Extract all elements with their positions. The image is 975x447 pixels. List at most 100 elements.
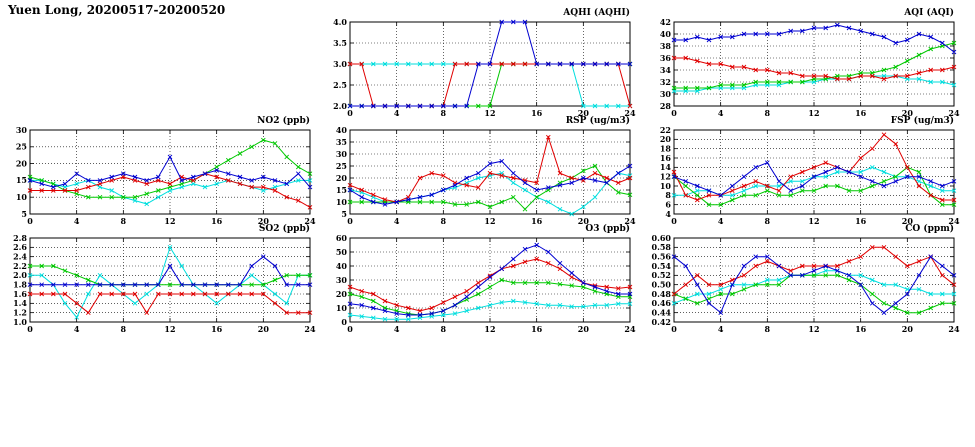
svg-text:40: 40 [660,29,672,39]
svg-text:18: 18 [660,143,672,153]
svg-text:15: 15 [336,185,347,195]
chart-plot-co: 0.420.440.460.480.500.520.540.560.580.60… [652,233,960,334]
svg-text:4.0: 4.0 [333,17,347,27]
svg-text:0.58: 0.58 [652,242,672,252]
svg-text:0.42: 0.42 [652,317,671,327]
svg-text:38: 38 [660,41,672,51]
chart-plot-so2: 1.01.21.41.61.82.02.22.42.62.8 0 4 8 12 16 20 2… [13,233,316,334]
svg-text:8: 8 [665,190,671,200]
svg-text:12: 12 [808,324,819,334]
svg-text:16: 16 [531,216,543,226]
svg-text:20: 20 [258,324,270,334]
chart-plot-rsp: 5 10 15 20 25 30 35 40 0 4 8 12 16 20 24 [336,125,636,226]
svg-text:20: 20 [578,324,590,334]
svg-text:1.6: 1.6 [13,289,27,299]
svg-text:16: 16 [211,324,223,334]
svg-text:0: 0 [347,108,353,118]
chart-title-aqi: AQI (AQI) [904,8,954,18]
svg-text:0: 0 [671,108,677,118]
svg-text:4: 4 [394,108,400,118]
svg-text:2.0: 2.0 [333,101,347,111]
svg-text:0.50: 0.50 [652,279,672,289]
chart-plot-o3: 0 10 20 30 40 50 60 0 4 8 12 16 20 24 [336,233,636,334]
svg-text:2.0: 2.0 [13,270,27,280]
svg-text:24: 24 [948,108,960,118]
svg-text:10: 10 [336,197,348,207]
svg-text:8: 8 [765,216,771,226]
svg-text:30: 30 [336,149,348,159]
svg-text:12: 12 [484,108,495,118]
svg-text:3.5: 3.5 [333,38,347,48]
svg-text:0.52: 0.52 [652,270,671,280]
chart-aqhi: AQHI (AQHI) 2.0 2.5 3.0 3.5 4.0 0 4 8 12 16 20 24 [322,6,636,118]
svg-text:35: 35 [336,137,347,147]
svg-text:10: 10 [16,192,28,202]
svg-text:4: 4 [718,108,724,118]
chart-plot-no2: 5 10 15 20 25 30 0 4 8 12 16 20 24 [16,125,316,226]
svg-text:20: 20 [578,216,590,226]
svg-text:20: 20 [16,158,28,168]
svg-text:28: 28 [660,101,672,111]
svg-text:24: 24 [624,108,636,118]
svg-text:8: 8 [121,324,127,334]
svg-text:4: 4 [74,216,80,226]
svg-text:10: 10 [336,303,348,313]
svg-text:6: 6 [665,199,671,209]
svg-text:4: 4 [718,324,724,334]
svg-text:50: 50 [336,247,348,257]
svg-text:0.44: 0.44 [652,307,672,317]
chart-title-so2: SO2 (ppb) [258,224,310,234]
svg-text:16: 16 [855,108,867,118]
svg-text:20: 20 [660,134,672,144]
chart-title-co: CO (ppm) [905,224,954,234]
svg-text:8: 8 [441,216,447,226]
chart-aqi: AQI (AQI) 28 30 32 34 36 38 40 42 0 4 8 12 16 20 24 [646,6,960,118]
svg-text:0: 0 [671,216,677,226]
svg-text:34: 34 [660,65,672,75]
svg-text:8: 8 [441,108,447,118]
svg-text:0.60: 0.60 [652,233,672,243]
svg-text:42: 42 [660,17,671,27]
svg-text:12: 12 [808,216,819,226]
chart-title-o3: O3 (ppb) [585,224,630,234]
svg-text:4: 4 [394,216,400,226]
svg-text:40: 40 [336,261,348,271]
svg-text:16: 16 [531,108,543,118]
svg-text:15: 15 [16,175,27,185]
chart-plot-aqi: 28 30 32 34 36 38 40 42 0 4 8 12 16 20 24 [660,17,960,118]
svg-text:0: 0 [27,216,33,226]
svg-text:25: 25 [16,142,27,152]
svg-text:30: 30 [16,125,28,135]
svg-text:1.8: 1.8 [13,279,27,289]
svg-text:12: 12 [484,216,495,226]
svg-text:14: 14 [660,162,672,172]
svg-text:5: 5 [21,209,27,219]
svg-text:0: 0 [347,216,353,226]
svg-text:22: 22 [660,125,671,135]
chart-title-rsp: RSP (ug/m3) [565,116,630,126]
svg-text:12: 12 [164,216,175,226]
svg-text:0: 0 [341,317,347,327]
chart-so2: SO2 (ppb) 1.0 1.2 1.4 1.6 1.8 2.0 2.2 2.4 2.6 2.8… [2,222,316,334]
svg-text:8: 8 [121,216,127,226]
svg-text:2.5: 2.5 [333,80,347,90]
svg-text:12: 12 [164,324,175,334]
svg-text:16: 16 [855,216,867,226]
svg-text:4: 4 [394,324,400,334]
svg-text:0: 0 [347,324,353,334]
svg-text:40: 40 [336,125,348,135]
svg-text:4: 4 [718,216,724,226]
svg-text:10: 10 [660,181,672,191]
svg-text:2.8: 2.8 [13,233,27,243]
svg-text:12: 12 [484,324,495,334]
svg-text:2.2: 2.2 [13,261,27,271]
chart-title-fsp: FSP (ug/m3) [890,116,954,126]
svg-text:8: 8 [441,324,447,334]
svg-text:20: 20 [336,173,348,183]
svg-text:24: 24 [304,324,316,334]
svg-text:5: 5 [341,209,347,219]
svg-text:24: 24 [948,216,960,226]
svg-text:2.4: 2.4 [13,251,27,261]
svg-text:16: 16 [531,324,543,334]
svg-text:0.54: 0.54 [652,261,672,271]
